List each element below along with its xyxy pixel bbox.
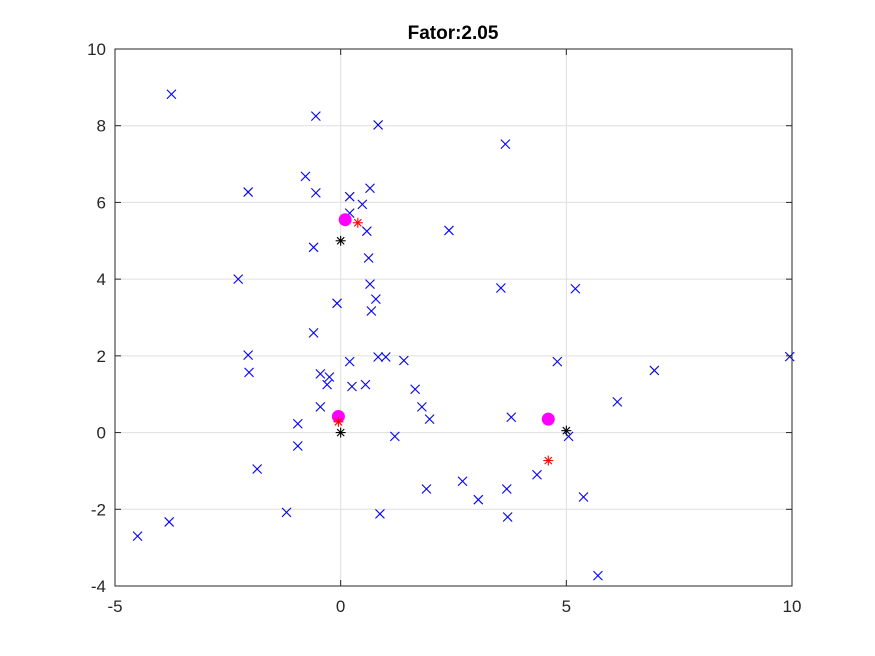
x-marker-point bbox=[457, 476, 468, 487]
x-marker-point bbox=[308, 327, 319, 338]
x-marker-point bbox=[417, 401, 427, 412]
x-marker-point bbox=[612, 396, 623, 407]
x-marker-point bbox=[552, 356, 563, 367]
x-marker-point bbox=[310, 111, 321, 122]
x-marker-point bbox=[357, 199, 368, 210]
x-marker-point bbox=[366, 306, 377, 316]
x-marker-point bbox=[310, 187, 321, 198]
x-marker-point bbox=[424, 414, 435, 425]
x-marker-point bbox=[360, 379, 371, 390]
x-marker-point bbox=[398, 355, 409, 366]
x-marker-point bbox=[132, 531, 143, 542]
x-marker-point bbox=[380, 352, 391, 362]
x-marker-point bbox=[344, 191, 355, 202]
asterisk-marker-point bbox=[561, 425, 572, 436]
x-tick-label: -5 bbox=[107, 597, 122, 616]
x-marker-point bbox=[593, 570, 603, 581]
x-marker-point bbox=[365, 183, 375, 194]
x-marker-point bbox=[315, 401, 326, 412]
asterisk-marker-point bbox=[543, 455, 554, 466]
x-marker-point bbox=[506, 412, 517, 423]
x-marker-point bbox=[347, 381, 357, 392]
x-marker-point bbox=[361, 226, 372, 237]
x-marker-point bbox=[473, 494, 484, 505]
x-marker-point bbox=[496, 283, 506, 293]
asterisk-marker-point bbox=[352, 217, 363, 228]
x-marker-point bbox=[365, 279, 375, 290]
axis-ticks: -5 0 5 10 -4 -2 0 2 4 6 8 10 bbox=[87, 40, 801, 616]
y-tick-label: 4 bbox=[97, 270, 106, 289]
asterisk-marker-point bbox=[333, 416, 344, 427]
y-tick-label: 2 bbox=[97, 347, 106, 366]
y-tick-label: 10 bbox=[87, 40, 106, 59]
x-tick-label: 0 bbox=[336, 597, 345, 616]
x-marker-point bbox=[410, 384, 421, 395]
asterisk-marker-point bbox=[335, 427, 346, 438]
centroid-circle-point bbox=[541, 412, 555, 426]
x-marker-point bbox=[532, 469, 542, 480]
x-marker-point bbox=[500, 139, 511, 150]
x-marker-point bbox=[292, 418, 303, 429]
x-marker-point bbox=[300, 171, 311, 182]
x-marker-point bbox=[332, 298, 342, 309]
y-tick-label: 0 bbox=[97, 424, 106, 443]
x-marker-point bbox=[389, 431, 400, 442]
x-marker-point bbox=[164, 517, 175, 527]
x-marker-point bbox=[421, 484, 432, 494]
x-marker-point bbox=[252, 464, 263, 474]
data-marks bbox=[132, 89, 795, 581]
asterisk-marker-point bbox=[335, 235, 346, 246]
x-marker-point bbox=[375, 508, 385, 519]
x-marker-point bbox=[363, 253, 374, 263]
x-marker-point bbox=[570, 283, 581, 294]
x-marker-point bbox=[324, 372, 335, 382]
y-tick-label: 6 bbox=[97, 193, 106, 212]
x-marker-point bbox=[370, 294, 381, 304]
centroid-circle-point bbox=[338, 213, 352, 227]
x-marker-point bbox=[373, 120, 384, 130]
x-marker-point bbox=[243, 187, 254, 197]
x-marker-point bbox=[373, 352, 384, 362]
y-tick-label: -4 bbox=[91, 577, 106, 596]
y-tick-label: 8 bbox=[97, 117, 106, 136]
x-marker-point bbox=[649, 365, 660, 376]
x-marker-point bbox=[563, 431, 574, 442]
x-marker-point bbox=[501, 484, 512, 494]
x-marker-point bbox=[166, 89, 177, 100]
y-tick-label: -2 bbox=[91, 500, 106, 519]
x-marker-point bbox=[243, 350, 254, 360]
chart-title: Fator:2.05 bbox=[408, 23, 499, 44]
x-tick-label: 10 bbox=[783, 597, 802, 616]
x-marker-point bbox=[322, 379, 333, 390]
x-marker-point bbox=[281, 507, 292, 518]
plot-area-border bbox=[114, 48, 793, 587]
plot-area-background bbox=[115, 49, 792, 586]
x-marker-point bbox=[784, 351, 795, 362]
x-marker-point bbox=[308, 242, 319, 253]
x-tick-label: 5 bbox=[562, 597, 571, 616]
x-marker-point bbox=[315, 368, 326, 379]
x-marker-point bbox=[344, 356, 355, 367]
x-marker-point bbox=[244, 367, 254, 378]
x-marker-point bbox=[292, 441, 303, 451]
x-marker-point bbox=[233, 274, 244, 285]
x-marker-point bbox=[502, 512, 513, 522]
x-marker-point bbox=[444, 225, 454, 236]
x-marker-point bbox=[578, 492, 589, 502]
